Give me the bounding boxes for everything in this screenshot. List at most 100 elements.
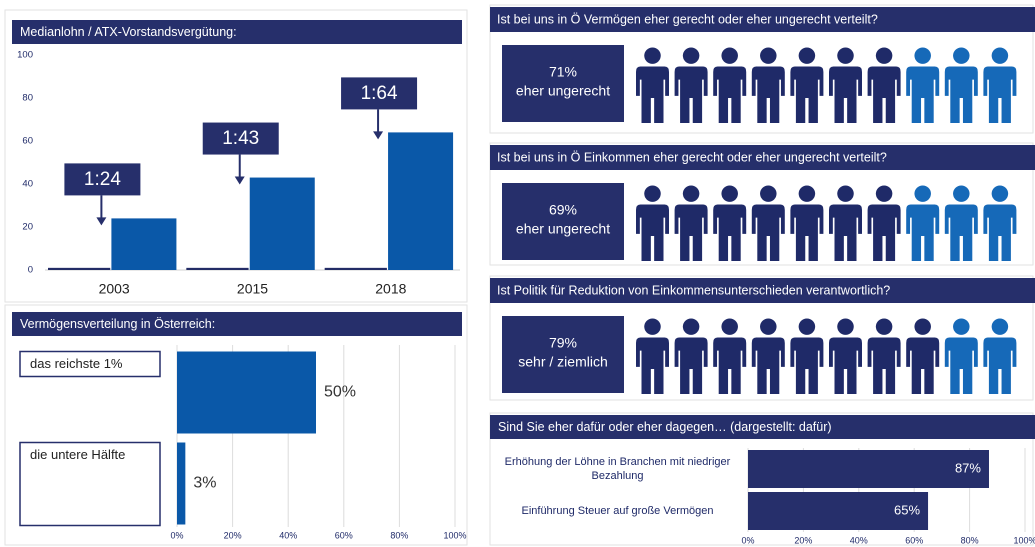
bar [324,267,387,270]
icon-head [682,47,700,64]
person-icon [636,47,669,123]
title-bar [490,7,1035,32]
category-box [19,441,161,527]
category-label: Einführung Steuer auf große Vermögen [521,505,714,517]
icon-body [751,337,785,394]
panel-title: Sind Sie eher dafür oder eher dagegen… (… [498,420,832,434]
icon-head [991,318,1009,335]
y-tick-label: 40 [22,179,33,190]
callout-label: 1:64 [361,83,398,104]
person-icon [674,47,708,123]
person-icon [751,47,785,123]
callout-box [341,77,418,110]
icon-head [644,185,661,202]
person-icon [713,47,747,123]
icon-body [829,66,862,123]
panel-frame [4,9,468,303]
x-tick-label: 2003 [99,281,130,297]
category-label-box: Einführung Steuer auf große Vermögen [521,505,714,517]
bar [177,442,186,525]
y-tick-label: 20 [22,222,33,233]
category-label-box: Erhöhung der Löhne in Branchen mit niedr… [505,456,731,482]
callout-label: 1:24 [84,169,121,190]
person-icon [867,47,901,123]
x-tick-label: 80% [390,530,408,540]
icon-head [760,318,777,335]
icon-body [636,337,669,394]
panel-frame [489,275,1034,401]
person-icon [983,318,1017,394]
icon-head [914,318,931,335]
x-tick-label: 2018 [375,281,406,297]
person-icon [790,47,824,123]
person-icon [944,47,978,123]
icon-head [837,185,854,202]
icon-body [713,204,747,261]
icon-body [906,66,940,123]
x-tick-label: 40% [850,535,868,545]
y-tick-label: 80 [22,93,33,104]
icon-body [751,204,785,261]
value-label: 79% [549,335,577,351]
x-tick-label: 40% [279,530,297,540]
title-bar [490,415,1035,439]
person-icon [790,185,824,261]
person-icon [790,318,824,394]
x-tick-label: 60% [335,530,353,540]
panel-title: Medianlohn / ATX-Vorstandsvergütung: [20,25,237,39]
value-box [502,183,624,260]
person-icon [983,47,1017,123]
icon-body [944,337,978,394]
y-tick-label: 100 [17,50,33,61]
panel-frame [489,412,1034,546]
title-bar [490,145,1035,170]
icon-head [760,185,777,202]
panel-frame [489,142,1034,266]
icon-head [953,318,970,335]
panel-title: Vermögensverteilung in Österreich: [20,317,215,331]
callout-arrowhead [373,131,384,140]
value-label: 71% [549,64,577,80]
icon-head [837,47,854,64]
person-icon [906,185,940,261]
person-icon [906,47,940,123]
icon-body [867,66,901,123]
icon-body [944,204,978,261]
icon-head [875,47,893,64]
icon-head [914,185,931,202]
person-icon [674,185,708,261]
icon-head [721,185,738,202]
person-icon [751,318,785,394]
icon-body [790,66,824,123]
bar [186,267,249,270]
value-label: 3% [193,475,216,492]
person-icon [636,185,669,261]
icon-body [906,204,940,261]
icon-body [674,204,708,261]
person-icon [983,185,1017,261]
bar [748,450,989,488]
person-icon [829,185,862,261]
x-tick-label: 0% [741,535,754,545]
icon-body [674,66,708,123]
icon-body [829,337,862,394]
x-tick-label: 80% [961,535,979,545]
title-bar [12,312,462,336]
bar [748,492,929,530]
person-icon [829,47,862,123]
icon-head [682,185,700,202]
icon-head [991,47,1009,64]
icon-body [983,66,1017,123]
icon-body [636,66,669,123]
icon-head [721,318,738,335]
icon-head [682,318,700,335]
icon-head [798,47,816,64]
icon-head [798,318,816,335]
x-tick-label: 60% [905,535,923,545]
person-icon [674,318,708,394]
bar [111,218,177,270]
bar [177,351,316,434]
icon-body [790,204,824,261]
y-tick-label: 60 [22,136,33,147]
